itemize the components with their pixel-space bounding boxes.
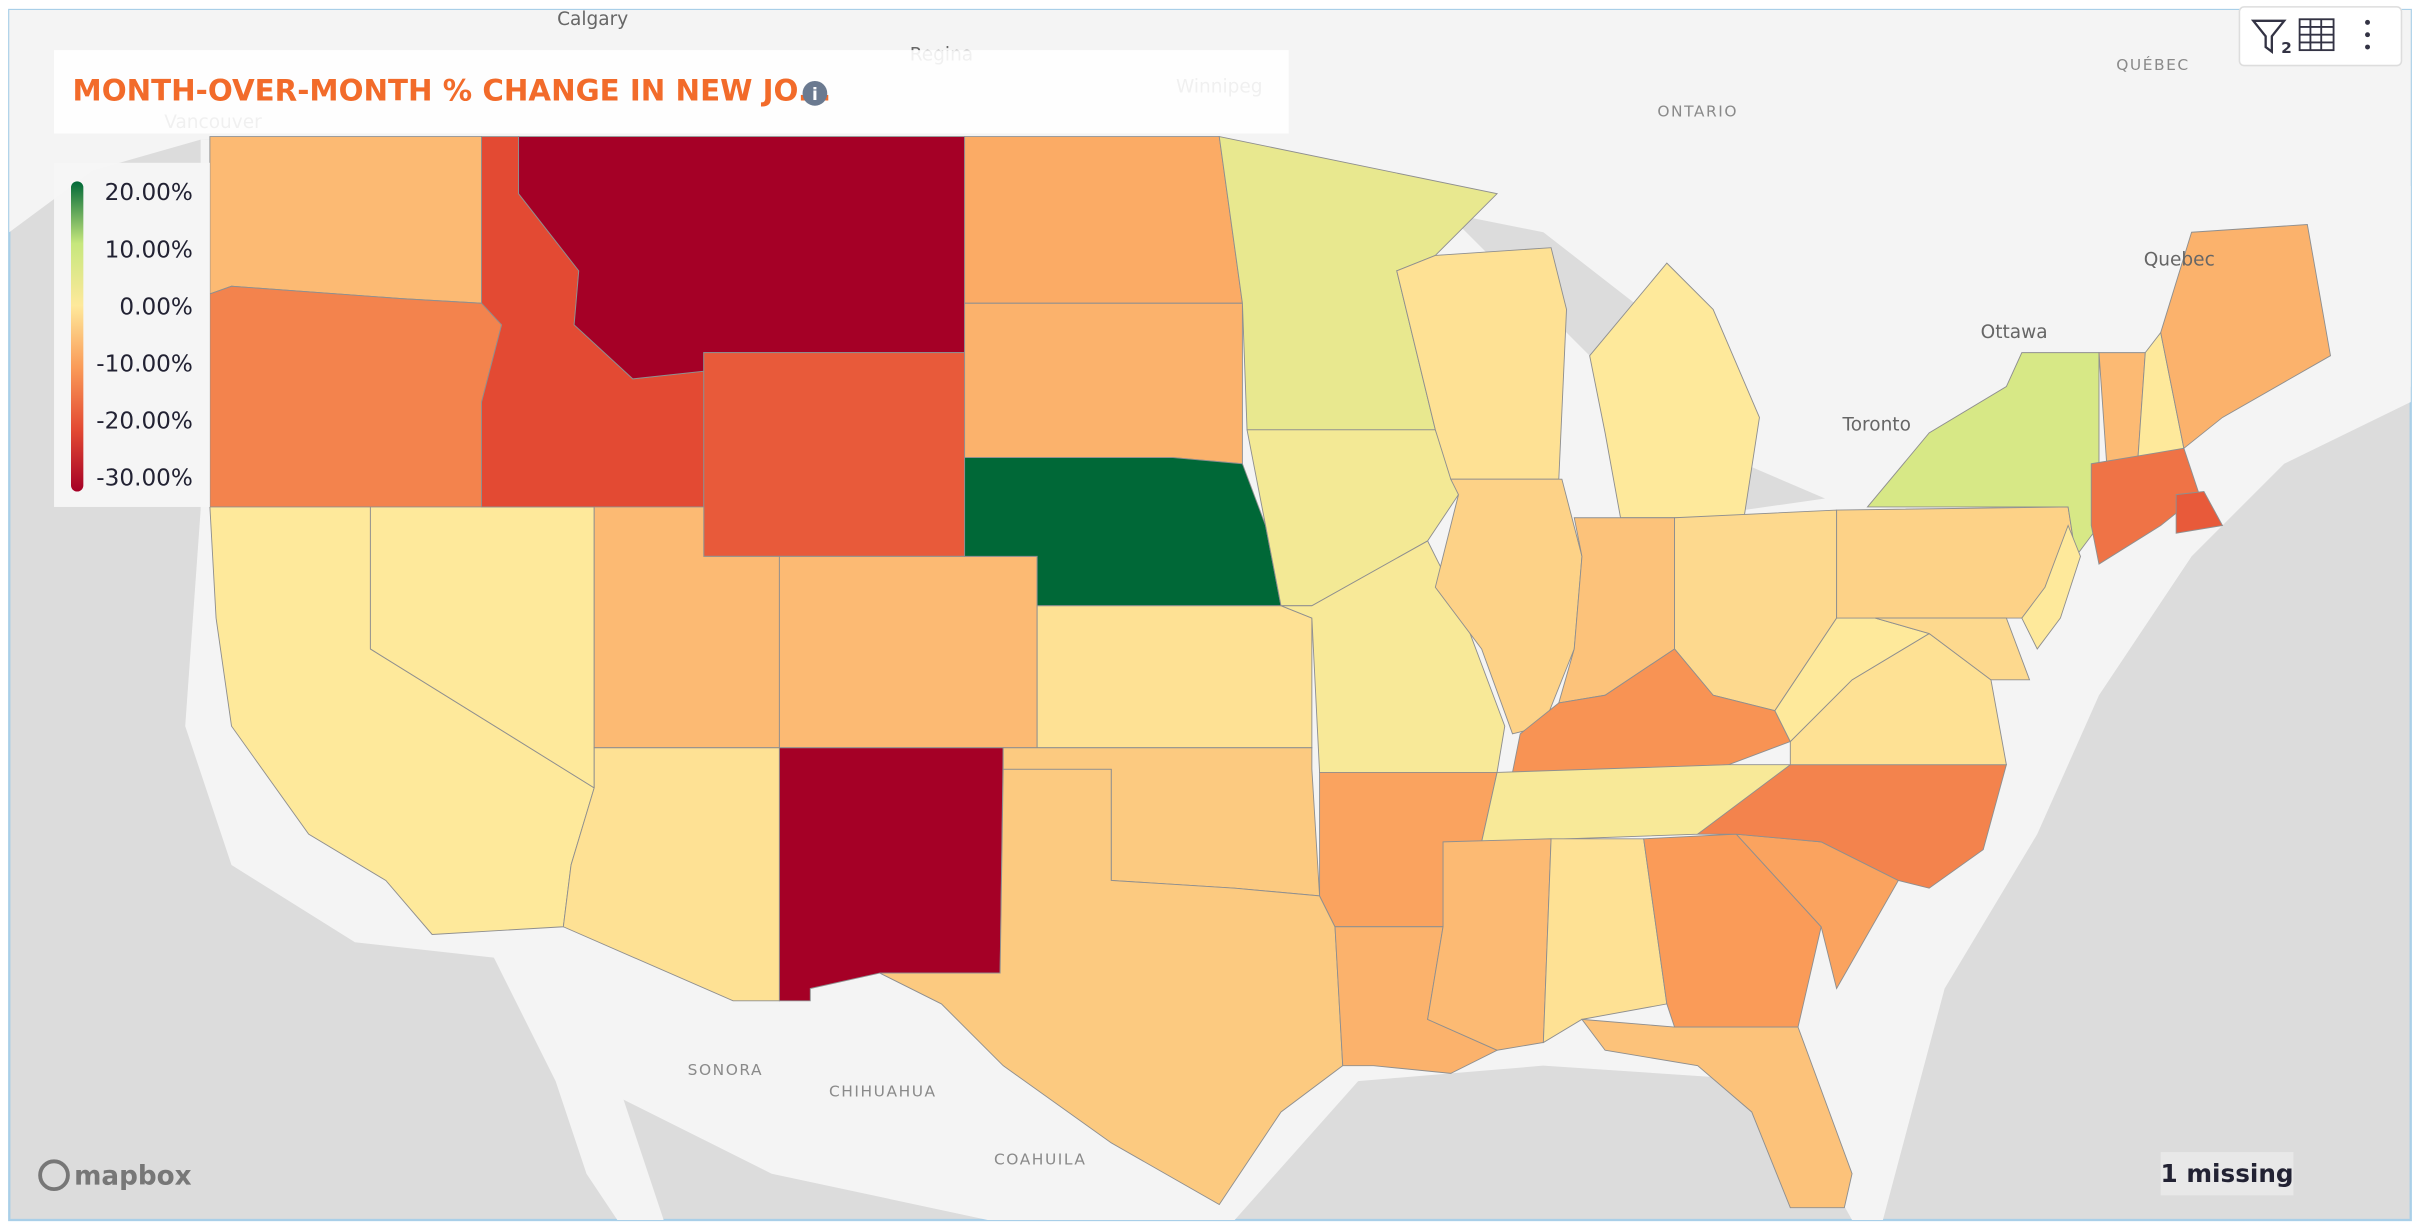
land-baja xyxy=(478,926,664,1220)
state xyxy=(1589,262,1760,519)
place-label: Quebec xyxy=(2144,250,2215,271)
land-north xyxy=(9,10,2411,511)
place-label: COAHUILA xyxy=(994,1150,1086,1168)
state xyxy=(1542,838,1668,1044)
state xyxy=(964,302,1243,465)
legend-tick-label: 10.00% xyxy=(105,237,193,263)
state xyxy=(2090,447,2200,565)
place-label: Ottawa xyxy=(1981,322,2048,343)
filter-icon[interactable] xyxy=(2250,19,2287,54)
place-label: Toronto xyxy=(1842,415,1911,436)
attribution: mapbox xyxy=(74,1161,192,1191)
state xyxy=(778,747,1004,1002)
state xyxy=(1580,1018,1853,1209)
chart-title: MONTH-OVER-MONTH % CHANGE IN NEW JO... xyxy=(73,73,832,107)
info-icon[interactable] xyxy=(802,80,828,106)
state xyxy=(879,768,1344,1206)
states xyxy=(209,135,2331,1209)
legend-tick-label: -20.00% xyxy=(96,409,193,435)
filter-count: 2 xyxy=(2281,39,2292,57)
state xyxy=(2021,524,2081,650)
place-label: CHIHUAHUA xyxy=(829,1082,937,1100)
legend-tick-label: -10.00% xyxy=(96,351,193,377)
menu-icon[interactable] xyxy=(2365,19,2370,50)
missing-note: 1 missing xyxy=(2161,1159,2294,1188)
legend-tick-label: 0.00% xyxy=(119,294,193,320)
info-icon-text: i xyxy=(812,85,818,105)
mapbox-logo xyxy=(38,1159,70,1192)
state xyxy=(1396,247,1567,480)
state xyxy=(964,136,1243,304)
state xyxy=(209,136,482,304)
place-label: SONORA xyxy=(688,1061,764,1079)
place-label: Calgary xyxy=(557,9,628,30)
state xyxy=(703,352,966,557)
state xyxy=(1875,617,2031,681)
title-box xyxy=(54,50,1289,134)
state xyxy=(778,555,1038,749)
table-icon[interactable] xyxy=(2298,18,2335,52)
missing-box xyxy=(2160,1152,2294,1196)
state xyxy=(209,285,503,508)
place-label: ONTARIO xyxy=(1657,102,1738,120)
state xyxy=(1036,605,1313,749)
legend-tick-label: 20.00% xyxy=(105,180,193,206)
state xyxy=(2175,491,2224,534)
place-label: QUÉBEC xyxy=(2116,55,2190,74)
legend-colorbar xyxy=(70,181,84,492)
legend-tick-label: -30.00% xyxy=(96,466,193,492)
state xyxy=(1427,838,1552,1051)
